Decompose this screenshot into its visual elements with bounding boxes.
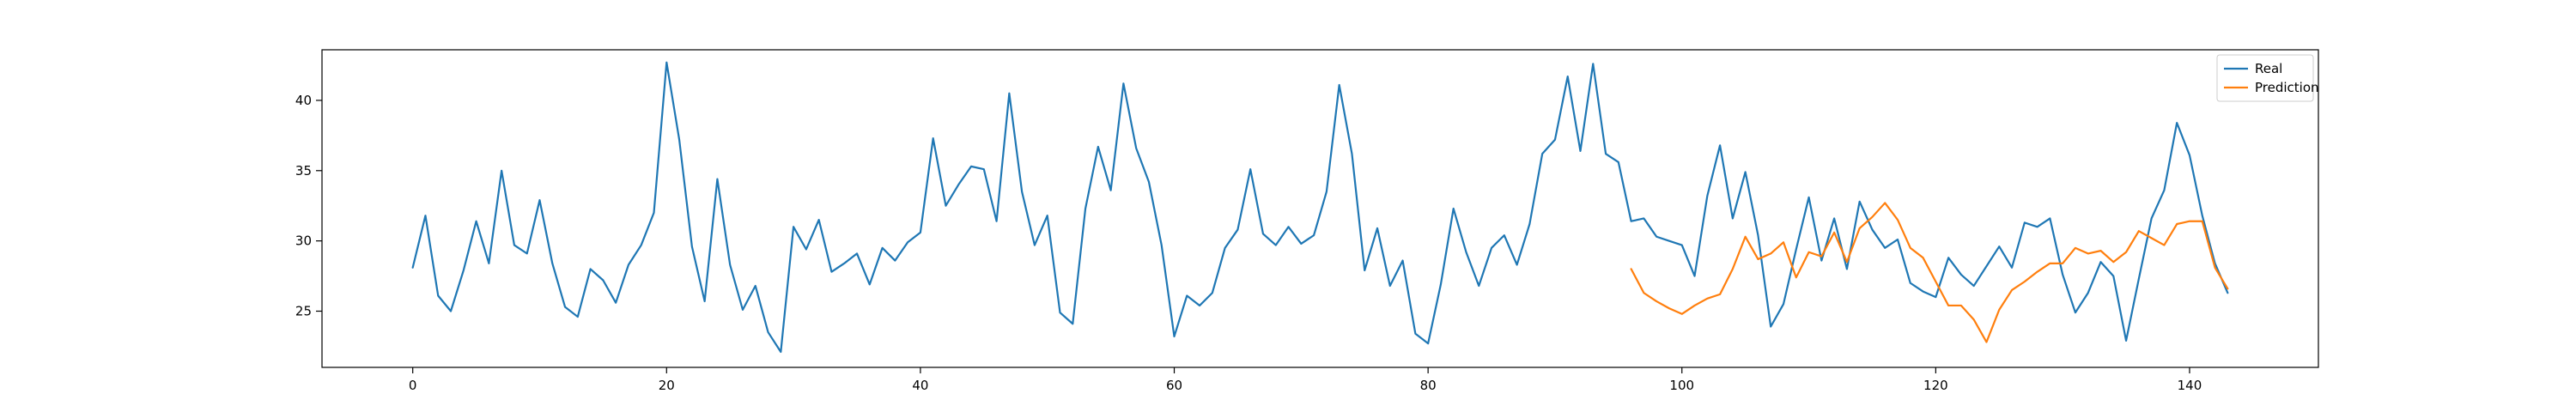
legend-box — [2216, 54, 2314, 102]
y-axis: 25 30 35 40 — [295, 93, 322, 319]
series-line-real — [411, 61, 2229, 354]
x-tick-label: 60 — [1166, 378, 1182, 393]
y-tick-label: 30 — [295, 233, 312, 249]
x-tick-label: 120 — [1923, 378, 1948, 393]
y-tick-label: 35 — [295, 163, 312, 179]
y-tick-label: 25 — [295, 304, 312, 319]
x-axis: 0 20 40 60 80 100 120 140 — [409, 367, 2202, 393]
legend-label-prediction: Prediction — [2255, 80, 2319, 95]
legend-label-real: Real — [2255, 61, 2282, 76]
series-layer — [411, 61, 2229, 354]
x-tick-label: 100 — [1669, 378, 1694, 393]
plot-frame — [321, 49, 2319, 368]
x-tick-label: 140 — [2178, 378, 2202, 393]
series-line-prediction — [1630, 202, 2229, 343]
x-tick-label: 20 — [659, 378, 675, 393]
legend: Real Prediction — [2216, 54, 2319, 102]
x-tick-label: 0 — [409, 378, 417, 393]
y-tick-label: 40 — [295, 93, 312, 108]
x-tick-label: 40 — [912, 378, 928, 393]
x-tick-label: 80 — [1420, 378, 1437, 393]
